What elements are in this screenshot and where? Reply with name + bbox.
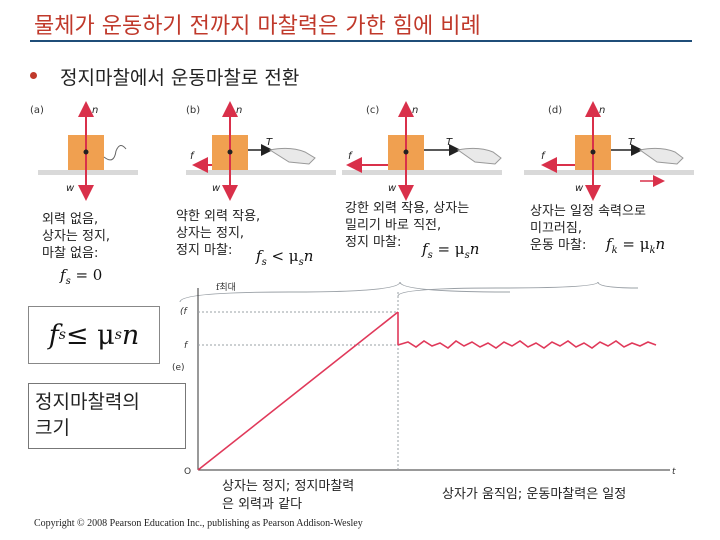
y-label-fk: f [184,341,189,351]
panel-d-line-3: 운동 마찰: [530,238,587,253]
panel-d-label: (d) [548,105,562,116]
panel-b-line-2: 상자는 정지, [176,226,245,241]
floor-b [186,170,336,175]
panel-c-line-3: 정지 마찰: [345,235,402,250]
panel-c-diagram: (c) n w f T [342,101,502,201]
hand-b [268,147,316,165]
t-label-c: T [446,137,453,148]
fk-label-d: f [541,151,546,162]
caption-static: 상자는 정지; 정지마찰력 은 외력과 같다 [222,478,354,514]
t-axis-label: t [672,467,676,477]
brace-kinetic [397,281,639,297]
title-underline [30,40,692,42]
panel-b-text: 약한 외력 작용, 상자는 정지, 정지 마찰: [176,208,260,259]
panel-b-line-1: 약한 외력 작용, [176,209,261,224]
floor-a [38,170,138,175]
panel-a-line-2: 상자는 정지, [42,229,111,244]
center-dot-c [403,149,409,155]
graph-e-label: (e) [172,363,185,373]
caption-kinetic: 상자가 움직임; 운동마찰력은 일정 [442,487,627,502]
panel-c-line-1: 강한 외력 작용, 상자는 [345,201,470,216]
equation-b: fs < μsn [256,247,314,268]
hand-c [456,147,502,165]
mag-line-1: 정지마찰력의 [35,391,140,413]
t-label-b: T [266,137,273,148]
floor-c [342,170,502,175]
panel-c-text: 강한 외력 작용, 상자는 밀리기 바로 직전, 정지 마찰: [345,200,469,251]
floor-d [524,170,694,175]
friction-graph: f최대 (f f O t (e) [172,281,676,477]
slide-title: 물체가 운동하기 전까지 마찰력은 가한 힘에 비례 [34,14,481,39]
y-label-fsmax: (f [180,307,189,317]
t-label-d: T [628,137,635,148]
n-label-d: n [599,105,605,116]
n-label-a: n [92,105,98,116]
center-dot-a [83,149,89,155]
panel-b-line-3: 정지 마찰: [176,243,233,258]
equation-d: fk = μkn [606,235,666,256]
mag-line-2: 크기 [35,417,70,439]
panel-a-label: (a) [30,105,44,116]
caption-static-line-1: 상자는 정지; 정지마찰력 [222,479,355,494]
force-diagrams: (a) n w (b) n w f T (c) n w [30,101,694,201]
panel-a-text: 외력 없음, 상자는 정지, 마찰 없음: [42,211,110,262]
panel-d-line-1: 상자는 일정 속력으로 [530,204,646,219]
origin-label: O [184,467,191,477]
panel-d-diagram: (d) n w f T [524,101,694,201]
n-label-b: n [236,105,242,116]
rope-a [103,145,127,161]
panel-c-label: (c) [366,105,379,116]
equation-c: fs = μsn [422,240,480,261]
w-label-b: w [212,183,221,194]
fs-label-b: f [190,151,195,162]
panel-b-diagram: (b) n w f T [186,101,336,201]
bullet-marker [30,72,37,79]
panel-a-diagram: (a) n w [30,101,138,201]
static-ramp [197,311,399,471]
static-friction-magnitude-box: 정지마찰력의 크기 [28,383,186,449]
w-label-a: w [66,183,75,194]
w-label-d: w [575,183,584,194]
center-dot-b [227,149,233,155]
y-label-top: f최대 [216,282,236,293]
w-label-c: w [388,183,397,194]
caption-static-line-2: 은 외력과 같다 [222,497,303,512]
bullet-text: 정지마찰에서 운동마찰로 전환 [60,67,300,89]
panel-d-line-2: 미끄러짐, [530,221,582,236]
panel-d-text: 상자는 일정 속력으로 미끄러짐, 운동 마찰: [530,203,646,254]
panel-c-line-2: 밀리기 바로 직전, [345,218,442,233]
panel-b-label: (b) [186,105,200,116]
fs-label-c: f [348,151,353,162]
copyright-notice: Copyright © 2008 Pearson Education Inc.,… [34,518,363,529]
panel-a-line-3: 마찰 없음: [42,246,99,261]
panel-a-line-1: 외력 없음, [42,212,99,227]
equation-a: fs = 0 [60,266,103,287]
kinetic-line [397,340,657,349]
n-label-c: n [412,105,418,116]
center-dot-d [590,149,596,155]
hand-d [638,147,684,165]
